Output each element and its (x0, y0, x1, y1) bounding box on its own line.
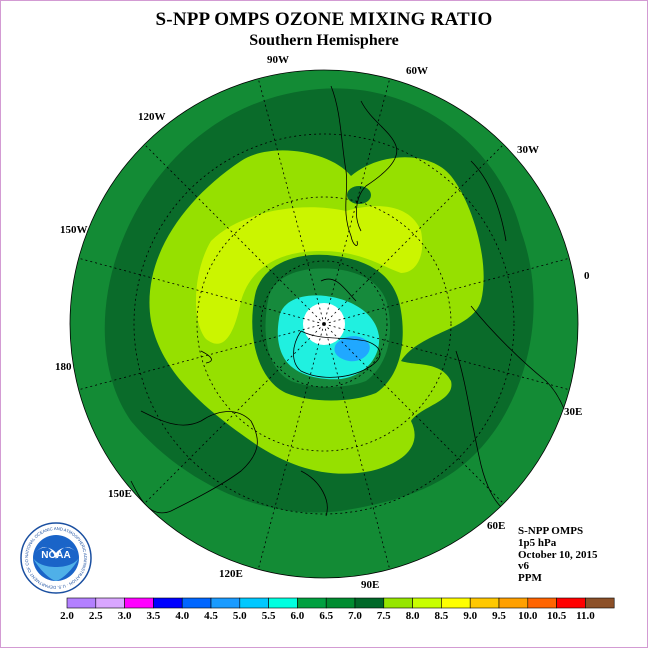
info-units: PPM (518, 572, 542, 585)
colorbar-swatch (297, 597, 327, 609)
colorbar-swatch (95, 597, 125, 609)
colorbar-label: 4.0 (175, 610, 189, 622)
lon-label-120w: 120W (138, 111, 166, 123)
field-blue-spot (334, 336, 370, 362)
lon-label-90w: 90W (267, 54, 289, 66)
colorbar-label: 6.0 (291, 610, 305, 622)
meridian-line (323, 257, 570, 325)
meridian-line (257, 323, 325, 570)
lon-label-120e: 120E (219, 568, 243, 580)
colorbar-label: 10.0 (518, 610, 538, 622)
colorbar-label: 3.5 (147, 610, 161, 622)
colorbar-swatch (527, 597, 557, 609)
colorbar-swatch (181, 597, 212, 609)
info-instrument: S-NPP OMPS (518, 525, 584, 537)
lon-label-150e: 150E (108, 488, 132, 500)
map-title: S-NPP OMPS OZONE MIXING RATIO (155, 9, 493, 30)
colorbar-swatch (66, 597, 97, 609)
colorbar-label: 7.0 (348, 610, 362, 622)
map-border (69, 69, 579, 579)
colorbar-label: 11.0 (576, 610, 595, 622)
colorbar-label: 5.5 (262, 610, 276, 622)
colorbar-swatch (585, 597, 615, 609)
info-block: S-NPP OMPS 1p5 hPa October 10, 2015 v6 P… (518, 525, 598, 585)
colorbar-label: 8.5 (435, 610, 449, 622)
colorbar-swatch (325, 597, 356, 609)
noaa-logo-text: NOAA (41, 550, 70, 561)
lon-label-150w: 150W (60, 224, 88, 236)
info-version: v6 (518, 560, 529, 573)
lon-label-60w: 60W (406, 65, 428, 77)
colorbar-labels: 2.0 2.5 3.0 3.5 4.0 4.5 5.0 5.5 6.0 6.5 7.0 7.5 8.0 8… (60, 610, 595, 622)
colorbar-swatch (124, 597, 154, 609)
colorbar-swatch (268, 597, 298, 609)
colorbar-label: 2.0 (60, 610, 74, 622)
colorbar-swatch (383, 597, 413, 609)
colorbar-label: 7.5 (377, 610, 391, 622)
field-island (347, 186, 371, 204)
colorbar-swatch (210, 597, 241, 609)
colorbar-label: 9.5 (492, 610, 506, 622)
colorbar-label: 8.0 (406, 610, 420, 622)
map-subtitle: Southern Hemisphere (249, 32, 399, 49)
lon-label-30e: 30E (564, 406, 582, 418)
colorbar-swatch (469, 597, 500, 609)
noaa-logo: NATIONAL OCEANIC AND ATMOSPHERIC ADMINIS… (19, 521, 92, 594)
meridian-line (323, 323, 504, 504)
lon-label-180: 180 (55, 361, 72, 373)
colorbar-label: 3.0 (118, 610, 132, 622)
colorbar-swatch (441, 597, 471, 609)
meridian-line (323, 144, 504, 325)
graticule (78, 78, 570, 570)
meridian-line (323, 323, 391, 570)
info-date: October 10, 2015 (518, 548, 598, 561)
pole-marker (322, 322, 326, 326)
colorbar-label: 10.5 (547, 610, 567, 622)
lon-label-0: 0 (584, 270, 590, 282)
colorbar-label: 9.0 (463, 610, 477, 622)
colorbar-swatch (354, 597, 385, 609)
colorbar-swatch (412, 597, 442, 609)
longitude-labels: 90W 60W 30W 0 30E 60E 90E 120E 150E 180 … (55, 54, 590, 591)
meridian-line (78, 323, 325, 391)
meridian-line (257, 78, 325, 325)
colorbar-swatch (556, 597, 586, 609)
colorbar-swatch (498, 597, 529, 609)
colorbar-label: 5.0 (233, 610, 247, 622)
lon-label-30w: 30W (517, 144, 539, 156)
colorbar-label: 6.5 (319, 610, 333, 622)
field-yellow-green (195, 206, 423, 344)
info-level: 1p5 hPa (518, 536, 557, 549)
meridian-line (144, 323, 325, 504)
colorbar-swatch (153, 597, 183, 609)
meridian-line (78, 257, 325, 325)
colorbar-label: 4.5 (204, 610, 218, 622)
lon-label-60e: 60E (487, 520, 505, 532)
colorbar-swatch (239, 597, 269, 609)
meridian-line (323, 78, 391, 325)
colorbar-label: 2.5 (89, 610, 103, 622)
meridian-line (323, 323, 570, 391)
meridian-line (144, 144, 325, 325)
lon-label-90e: 90E (361, 579, 379, 591)
colorbar-swatches (66, 597, 615, 609)
